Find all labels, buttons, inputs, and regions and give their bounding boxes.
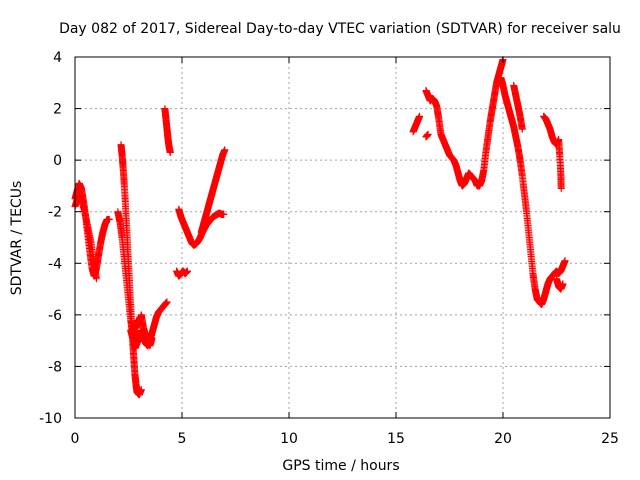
data-point xyxy=(166,148,174,156)
y-tick-label: -10 xyxy=(39,411,62,427)
x-tick-label: 20 xyxy=(494,431,512,447)
x-tick-label: 15 xyxy=(387,431,405,447)
data-point xyxy=(148,334,156,342)
data-point xyxy=(518,125,526,133)
data-point xyxy=(163,298,171,306)
x-tick-label: 5 xyxy=(178,431,187,447)
y-axis-label: SDTVAR / TECUs xyxy=(9,181,25,296)
data-point xyxy=(105,215,113,223)
y-tick-label: -6 xyxy=(48,308,62,324)
data-point xyxy=(137,386,145,394)
x-tick-label: 10 xyxy=(280,431,298,447)
y-tick-label: -8 xyxy=(48,359,62,375)
y-tick-label: -4 xyxy=(48,256,62,272)
data-point xyxy=(557,185,565,193)
plot-frame xyxy=(74,56,611,419)
data-point xyxy=(424,130,432,138)
y-tick-label: -2 xyxy=(48,205,62,221)
y-tick-label: 4 xyxy=(53,50,62,66)
y-tick-label: 0 xyxy=(53,153,62,169)
y-tick-label: 2 xyxy=(53,102,62,118)
x-tick-label: 0 xyxy=(71,431,80,447)
data-point xyxy=(416,112,424,120)
x-tick-label: 25 xyxy=(601,431,619,447)
data-point xyxy=(183,267,191,275)
x-axis-label: GPS time / hours xyxy=(282,458,399,474)
data-point xyxy=(220,210,228,218)
data-point xyxy=(559,280,567,288)
data-points xyxy=(71,56,569,399)
data-point xyxy=(561,257,569,265)
data-point xyxy=(221,146,229,154)
chart-title: Day 082 of 2017, Sidereal Day-to-day VTE… xyxy=(59,21,621,37)
data-point xyxy=(92,275,100,283)
